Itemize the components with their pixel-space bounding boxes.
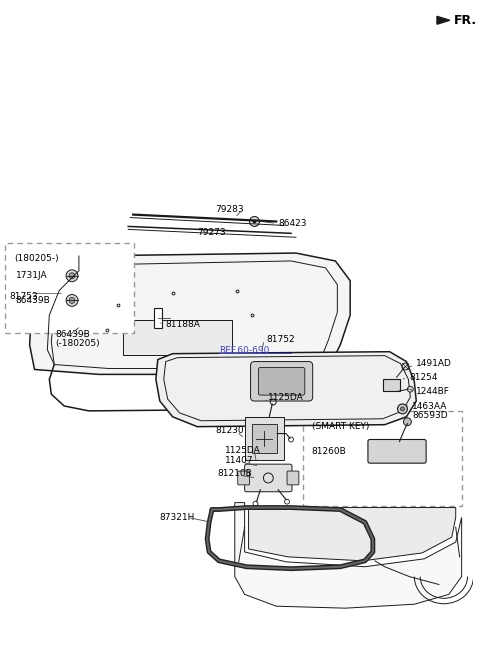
Circle shape: [66, 270, 78, 282]
Polygon shape: [156, 352, 416, 426]
Text: 81230: 81230: [215, 426, 244, 435]
Text: REF.60-690: REF.60-690: [219, 346, 269, 355]
Circle shape: [397, 404, 408, 414]
Text: 11407: 11407: [225, 455, 253, 465]
Text: 1125DA: 1125DA: [225, 446, 261, 455]
Text: 86423: 86423: [278, 219, 307, 228]
FancyBboxPatch shape: [123, 320, 232, 354]
Circle shape: [408, 386, 413, 392]
FancyBboxPatch shape: [245, 417, 284, 460]
Polygon shape: [37, 290, 54, 312]
FancyBboxPatch shape: [245, 464, 292, 492]
Circle shape: [74, 314, 88, 327]
Text: 1491AD: 1491AD: [416, 359, 452, 368]
Text: 1125DA: 1125DA: [268, 393, 304, 401]
FancyBboxPatch shape: [303, 411, 462, 506]
Text: (-180205): (-180205): [55, 339, 100, 348]
Text: (180205-): (180205-): [14, 254, 59, 263]
Circle shape: [66, 294, 78, 306]
Text: 81254: 81254: [409, 373, 438, 382]
FancyBboxPatch shape: [258, 368, 305, 395]
Text: FR.: FR.: [454, 15, 477, 27]
FancyBboxPatch shape: [383, 379, 400, 391]
Circle shape: [252, 220, 256, 224]
Polygon shape: [249, 508, 456, 561]
Text: 81188A: 81188A: [166, 319, 201, 329]
Text: 79273: 79273: [197, 228, 226, 237]
Text: 1463AA: 1463AA: [412, 403, 448, 411]
Circle shape: [250, 216, 259, 226]
FancyBboxPatch shape: [287, 471, 299, 485]
Text: (SMART KEY): (SMART KEY): [312, 422, 369, 431]
FancyBboxPatch shape: [238, 471, 250, 485]
Circle shape: [400, 407, 405, 411]
Text: 1731JA: 1731JA: [16, 271, 48, 280]
Text: 81752: 81752: [266, 335, 295, 345]
Text: 81260B: 81260B: [312, 447, 347, 456]
Text: 79283: 79283: [215, 205, 244, 214]
Text: 81210B: 81210B: [217, 469, 252, 478]
Text: 81753: 81753: [10, 292, 38, 301]
Polygon shape: [437, 16, 450, 24]
Circle shape: [404, 418, 411, 426]
Circle shape: [77, 317, 84, 323]
Polygon shape: [235, 503, 462, 608]
FancyBboxPatch shape: [368, 440, 426, 463]
FancyBboxPatch shape: [252, 424, 277, 453]
FancyBboxPatch shape: [5, 243, 134, 333]
Text: 86439B: 86439B: [16, 296, 50, 305]
Text: 1244BF: 1244BF: [416, 387, 450, 395]
Polygon shape: [30, 253, 350, 374]
Text: 86593D: 86593D: [412, 411, 448, 420]
Text: 87321H: 87321H: [160, 513, 195, 522]
FancyBboxPatch shape: [25, 284, 67, 300]
Text: 86439B: 86439B: [55, 331, 90, 339]
Circle shape: [69, 298, 75, 304]
Circle shape: [69, 273, 75, 279]
FancyBboxPatch shape: [154, 308, 162, 328]
FancyBboxPatch shape: [251, 362, 312, 401]
